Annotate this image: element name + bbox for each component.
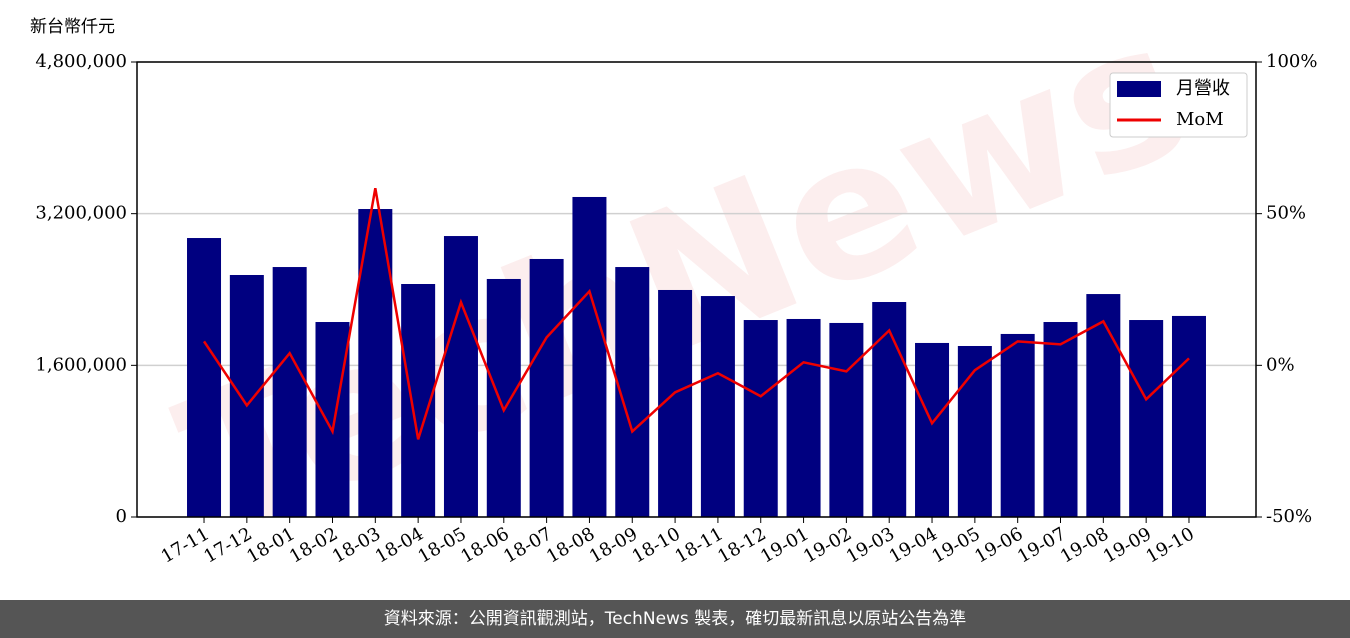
- x-tick-label: 18-11: [671, 523, 726, 567]
- x-tick-label: 18-10: [629, 523, 684, 567]
- bar: [1171, 315, 1206, 517]
- bar: [486, 278, 521, 517]
- bar: [743, 320, 778, 517]
- x-tick-label: 19-02: [800, 523, 855, 567]
- x-tick-label: 18-09: [586, 523, 641, 567]
- bar: [786, 318, 821, 517]
- plot-frame: [136, 61, 1257, 518]
- bar: [700, 296, 735, 517]
- bar: [1043, 322, 1078, 517]
- bar: [272, 267, 307, 517]
- legend-swatch: [1117, 81, 1161, 97]
- chart: 新台幣仟元 TechNews01,600,0003,200,0004,800,0…: [30, 0, 1317, 578]
- y2-tick-label: 50%: [1266, 203, 1306, 224]
- x-tick-label: 19-06: [971, 523, 1026, 567]
- x-tick-label: 19-08: [1057, 523, 1112, 567]
- bar: [1129, 320, 1164, 517]
- x-tick-label: 19-03: [843, 523, 898, 567]
- y-axis-title: 新台幣仟元: [30, 17, 115, 37]
- x-tick-label: 19-05: [928, 523, 983, 567]
- x-tick-label: 18-07: [500, 523, 555, 567]
- y-tick-label: 1,600,000: [35, 354, 127, 375]
- x-tick-label: 19-01: [757, 523, 812, 567]
- legend-label: 月營收: [1176, 78, 1230, 99]
- bar: [957, 345, 992, 517]
- bar: [1086, 294, 1121, 517]
- y-tick-label: 0: [116, 506, 127, 527]
- bar: [187, 238, 222, 517]
- legend-label: MoM: [1176, 109, 1224, 130]
- x-tick-label: 18-05: [415, 523, 470, 567]
- x-tick-label: 18-06: [457, 523, 512, 567]
- x-tick-label: 18-04: [372, 523, 427, 567]
- x-tick-label: 19-10: [1143, 523, 1198, 567]
- bar: [572, 196, 607, 517]
- bar: [529, 258, 564, 517]
- bar: [829, 322, 864, 517]
- legend: 月營收 MoM: [1109, 72, 1248, 138]
- y-tick-label: 3,200,000: [35, 203, 127, 224]
- y2-tick-label: 100%: [1266, 51, 1317, 72]
- x-tick-label: 18-12: [714, 523, 769, 567]
- bar: [872, 302, 907, 517]
- x-tick-label: 19-04: [886, 523, 941, 567]
- y2-tick-label: 0%: [1266, 354, 1295, 375]
- bar: [915, 342, 950, 517]
- bar: [443, 236, 478, 517]
- y2-tick-label: -50%: [1266, 506, 1312, 527]
- x-tick-label: 18-08: [543, 523, 598, 567]
- bar: [1000, 333, 1035, 517]
- x-tick-label: 19-09: [1100, 523, 1155, 567]
- line: [202, 187, 1190, 440]
- x-tick-label: 17-11: [158, 523, 213, 567]
- bar: [229, 274, 264, 517]
- y-tick-label: 4,800,000: [35, 51, 127, 72]
- footer: 資料來源：公開資訊觀測站，TechNews 製表，確切最新訊息以原站公告為準: [0, 600, 1350, 638]
- x-tick-label: 19-07: [1014, 523, 1069, 567]
- bar: [315, 322, 350, 517]
